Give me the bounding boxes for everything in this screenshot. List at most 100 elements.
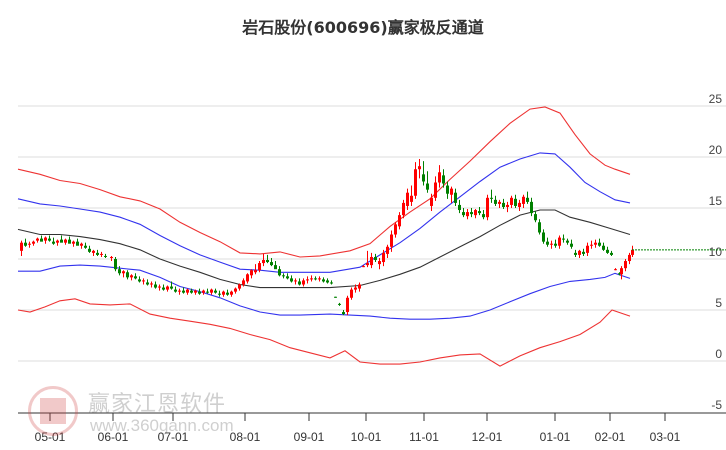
candle-body xyxy=(158,286,161,288)
y-tick-label: -5 xyxy=(711,398,722,412)
candle-body xyxy=(302,280,305,285)
candle-body xyxy=(318,278,321,280)
candle-body xyxy=(526,197,529,202)
candle-body xyxy=(558,237,561,246)
candle-body xyxy=(486,197,489,218)
candle-body xyxy=(418,166,421,170)
x-tick-label: 07-01 xyxy=(158,430,189,444)
x-tick-label: 03-01 xyxy=(650,430,681,444)
candle-body xyxy=(146,282,149,285)
candle-body xyxy=(174,289,177,292)
candle-body xyxy=(258,263,261,271)
x-tick-label: 12-01 xyxy=(472,430,503,444)
candle-body xyxy=(274,265,277,270)
x-tick-label: 09-01 xyxy=(294,430,325,444)
candle-body xyxy=(346,297,349,313)
candle-body xyxy=(462,212,465,216)
band-line xyxy=(17,152,631,273)
candle-body xyxy=(482,214,485,218)
candle-body xyxy=(20,242,23,251)
candle-body xyxy=(466,212,469,217)
candle-body xyxy=(282,275,285,277)
candle-body xyxy=(266,260,269,263)
candle-body xyxy=(510,197,513,205)
candle-body xyxy=(442,175,445,184)
candle-body xyxy=(430,197,433,206)
candle-body xyxy=(150,283,153,285)
candle-body xyxy=(478,211,481,214)
candle-body xyxy=(410,195,413,202)
chart-title: 岩石股份(600696)赢家极反通道 xyxy=(242,18,484,37)
candle-body xyxy=(490,197,493,199)
candle-body xyxy=(104,255,107,257)
candle-body xyxy=(570,243,573,247)
candle-body xyxy=(60,239,63,243)
candle-body xyxy=(574,252,577,255)
candle-body xyxy=(438,172,441,183)
x-axis: 05-01 06-01 07-01 08-01 09-01 10-01 11-01 12-01… xyxy=(18,412,726,444)
channel-lines xyxy=(17,106,631,367)
candle-body xyxy=(386,246,389,254)
candle-body xyxy=(222,291,225,295)
y-axis-labels: 25 20 15 10 5 0 -5 xyxy=(709,92,723,412)
candle-body xyxy=(390,234,393,247)
x-tick-label: 01-01 xyxy=(540,430,571,444)
candle-body xyxy=(586,245,589,253)
candle-body xyxy=(142,280,145,282)
candle-body xyxy=(170,286,173,289)
candle-body xyxy=(122,271,125,274)
candle-body xyxy=(350,289,353,298)
candle-body xyxy=(24,242,27,246)
x-tick-label: 11-01 xyxy=(409,430,439,444)
candle-body xyxy=(330,282,333,284)
candle-body xyxy=(166,286,169,290)
candle-body xyxy=(366,263,369,266)
y-tick-label: 25 xyxy=(709,92,723,106)
candle-body xyxy=(218,293,221,295)
candle-body xyxy=(370,256,373,266)
y-tick-label: 20 xyxy=(709,143,723,157)
candle-body xyxy=(114,259,117,270)
candle-body xyxy=(242,280,245,285)
candle-body xyxy=(64,239,67,243)
candle-body xyxy=(326,280,329,283)
candle-body xyxy=(278,269,281,276)
candle-body xyxy=(92,250,95,253)
candle-body xyxy=(198,291,201,294)
band-line xyxy=(17,209,631,289)
candle-body xyxy=(250,270,253,276)
candle-body xyxy=(450,188,453,195)
candle-body xyxy=(72,241,75,244)
candle-body xyxy=(338,303,341,305)
candle-body xyxy=(88,248,91,252)
candle-body xyxy=(32,241,35,244)
candle-body xyxy=(618,273,621,275)
candle-body xyxy=(238,284,241,289)
candle-body xyxy=(134,276,137,279)
candle-body xyxy=(434,182,437,198)
candle-body xyxy=(314,278,317,280)
candle-body xyxy=(178,290,181,292)
candle-body xyxy=(100,253,103,255)
candle-body xyxy=(44,237,47,241)
x-tick-label: 02-01 xyxy=(595,430,626,444)
candle-body xyxy=(214,290,217,293)
candle-body xyxy=(546,241,549,245)
candle-body xyxy=(154,284,157,288)
candle-body xyxy=(126,272,129,278)
candle-body xyxy=(286,276,289,279)
x-tick-label: 10-01 xyxy=(351,430,382,444)
candle-body xyxy=(162,287,165,290)
candle-body xyxy=(514,198,517,206)
candle-body xyxy=(190,290,193,293)
candle-body xyxy=(76,241,79,246)
candle-body xyxy=(606,249,609,253)
candle-body xyxy=(530,201,533,214)
x-tick-label: 06-01 xyxy=(98,430,129,444)
candle-body xyxy=(374,256,377,261)
candle-body xyxy=(522,196,525,204)
candle-body xyxy=(206,291,209,293)
candle-body xyxy=(186,289,189,293)
candle-body xyxy=(210,289,213,293)
candle-body xyxy=(542,232,545,242)
